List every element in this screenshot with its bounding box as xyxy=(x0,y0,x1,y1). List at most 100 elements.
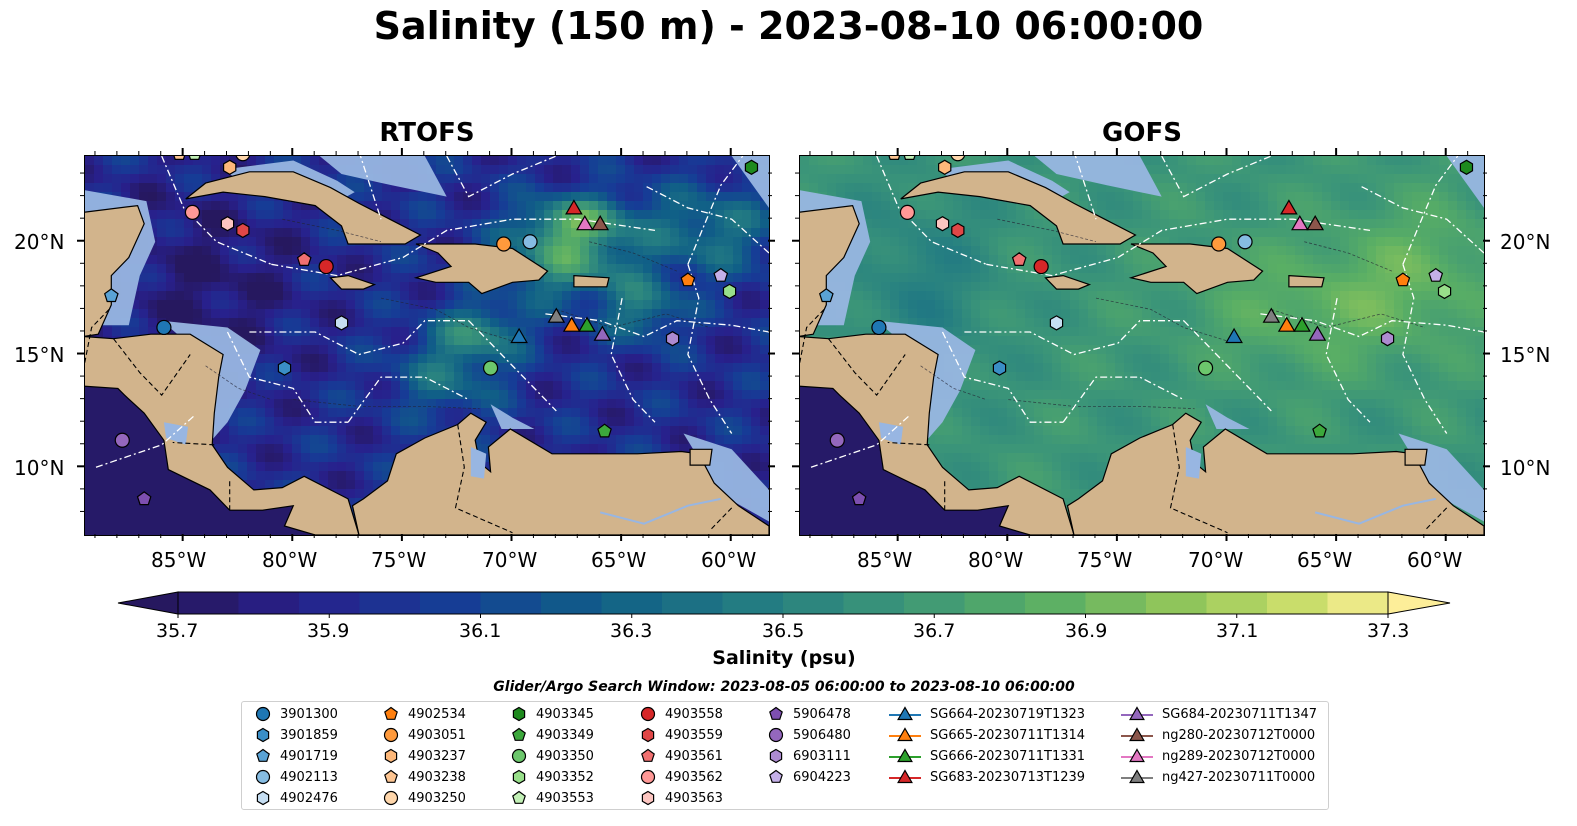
legend-item: SG683-20230713T1239 xyxy=(888,767,1085,787)
legend-label: 4903051 xyxy=(408,727,466,743)
lon-tick-label: 85°W xyxy=(151,548,207,572)
lon-tick-label: 85°W xyxy=(857,548,913,572)
legend-marker-icon xyxy=(512,790,526,804)
float-6904223 xyxy=(1428,267,1444,282)
country-border xyxy=(172,441,215,446)
eez-boundary xyxy=(161,156,272,265)
land-cuba xyxy=(185,171,422,245)
salinity-colorbar xyxy=(117,591,1451,618)
colorbar-tick-label: 35.9 xyxy=(307,620,350,642)
legend: 3901300 3901859 4901719 4902113 4902476 49025… xyxy=(241,701,1329,810)
float-4901719 xyxy=(818,288,834,303)
eez-boundary xyxy=(1260,313,1484,338)
legend-marker-icon xyxy=(256,727,270,743)
glider-ng289-20230712T0000 xyxy=(1291,214,1309,231)
legend-label: 4903559 xyxy=(665,727,723,743)
glider-SG664-20230719T1323 xyxy=(510,327,528,344)
legend-marker-icon xyxy=(256,748,270,762)
lon-tick-label: 70°W xyxy=(1188,548,1244,572)
land-trinidad xyxy=(1404,448,1428,466)
legend-marker-icon xyxy=(511,748,527,764)
legend-item: 5906480 xyxy=(767,725,851,745)
lon-tick-label: 65°W xyxy=(591,548,647,572)
colorbar-bin xyxy=(964,592,1026,614)
land-yucatan xyxy=(800,204,860,337)
legend-float-marker xyxy=(641,748,655,762)
eez-boundary xyxy=(1325,297,1371,423)
glider-ng427-20230711T0000 xyxy=(547,307,566,323)
legend-float-marker xyxy=(512,769,526,785)
legend-label: SG666-20230711T1331 xyxy=(930,748,1086,764)
colorbar-bin xyxy=(1146,592,1208,614)
legend-item: 4903352 xyxy=(510,767,594,787)
float-4903349 xyxy=(597,423,612,438)
eez-boundary xyxy=(468,320,557,412)
float-4902476 xyxy=(1049,315,1064,331)
shelf-area xyxy=(490,404,535,429)
land-hispaniola xyxy=(1128,243,1264,295)
colorbar-bin xyxy=(1327,592,1389,614)
legend-label: 4903349 xyxy=(536,727,594,743)
eez-boundary xyxy=(347,376,469,423)
glider-SG664-20230719T1323 xyxy=(1225,327,1243,344)
legend-item: 4902476 xyxy=(254,788,338,808)
float-6904223 xyxy=(713,267,729,282)
lon-tick-label: 60°W xyxy=(1407,548,1463,572)
legend-item: 4903349 xyxy=(510,725,594,745)
legend-glider-marker xyxy=(897,727,913,742)
colorbar-tick-label: 37.3 xyxy=(1367,620,1410,642)
legend-item: SG665-20230711T1314 xyxy=(888,725,1085,745)
legend-label: 4903553 xyxy=(536,790,594,806)
legend-marker-icon xyxy=(1121,748,1153,763)
legend-label: 4902534 xyxy=(408,706,466,722)
float-4903350 xyxy=(1197,360,1214,376)
glider-SG665-20230711T1314 xyxy=(562,316,581,332)
lon-tick-label: 80°W xyxy=(262,548,318,572)
float-4903561 xyxy=(296,252,312,267)
float-5906480 xyxy=(114,432,130,448)
float-4903238 xyxy=(173,156,186,161)
eez-boundary xyxy=(249,320,469,356)
legend-float-marker xyxy=(256,790,270,806)
colorbar-bin xyxy=(601,592,663,614)
float-3901859 xyxy=(992,360,1007,376)
legend-marker-icon xyxy=(1121,727,1153,742)
legend-marker-icon xyxy=(769,748,783,764)
lat-tick-label: 20°N xyxy=(1500,230,1551,254)
legend-label: 4903561 xyxy=(665,748,723,764)
legend-marker-icon xyxy=(769,769,783,783)
lat-tick-label: 15°N xyxy=(1500,343,1551,367)
shelf-area xyxy=(1205,404,1250,429)
legend-label: 4903250 xyxy=(408,790,466,806)
bathymetry-contour xyxy=(1304,241,1393,272)
eez-boundary xyxy=(1062,376,1184,423)
legend-label: 3901859 xyxy=(280,727,338,743)
colorbar-bin xyxy=(420,592,482,614)
eez-boundary xyxy=(986,218,1371,277)
country-border xyxy=(113,338,191,396)
country-border xyxy=(85,309,110,365)
legend-glider-marker xyxy=(1129,706,1145,721)
country-border xyxy=(800,309,825,365)
bathymetry-contour xyxy=(1271,309,1425,328)
legend-item: 3901859 xyxy=(254,725,338,745)
float-4902534 xyxy=(680,272,696,287)
eez-boundary xyxy=(271,218,656,277)
legend-label: 6903111 xyxy=(793,748,851,764)
float-4903250 xyxy=(950,156,966,162)
glider-SG666-20230711T1331 xyxy=(1293,316,1311,332)
bathymetry-contour xyxy=(380,297,513,342)
legend-marker-icon xyxy=(641,748,655,762)
colorbar-bin xyxy=(238,592,300,614)
glider-SG684-20230711T1347 xyxy=(593,325,612,341)
legend-item: ng289-20230712T0000 xyxy=(1120,746,1315,766)
colorbar-bin xyxy=(722,592,784,614)
legend-float-marker xyxy=(641,790,655,806)
shelf-area xyxy=(1446,156,1484,208)
glider-ng280-20230712T0000 xyxy=(1306,215,1325,231)
legend-float-marker xyxy=(511,748,527,764)
colorbar-tick-label: 35.7 xyxy=(156,620,199,642)
country-border xyxy=(1424,507,1448,531)
legend-marker-icon xyxy=(512,727,526,741)
legend-marker-icon xyxy=(384,748,398,764)
